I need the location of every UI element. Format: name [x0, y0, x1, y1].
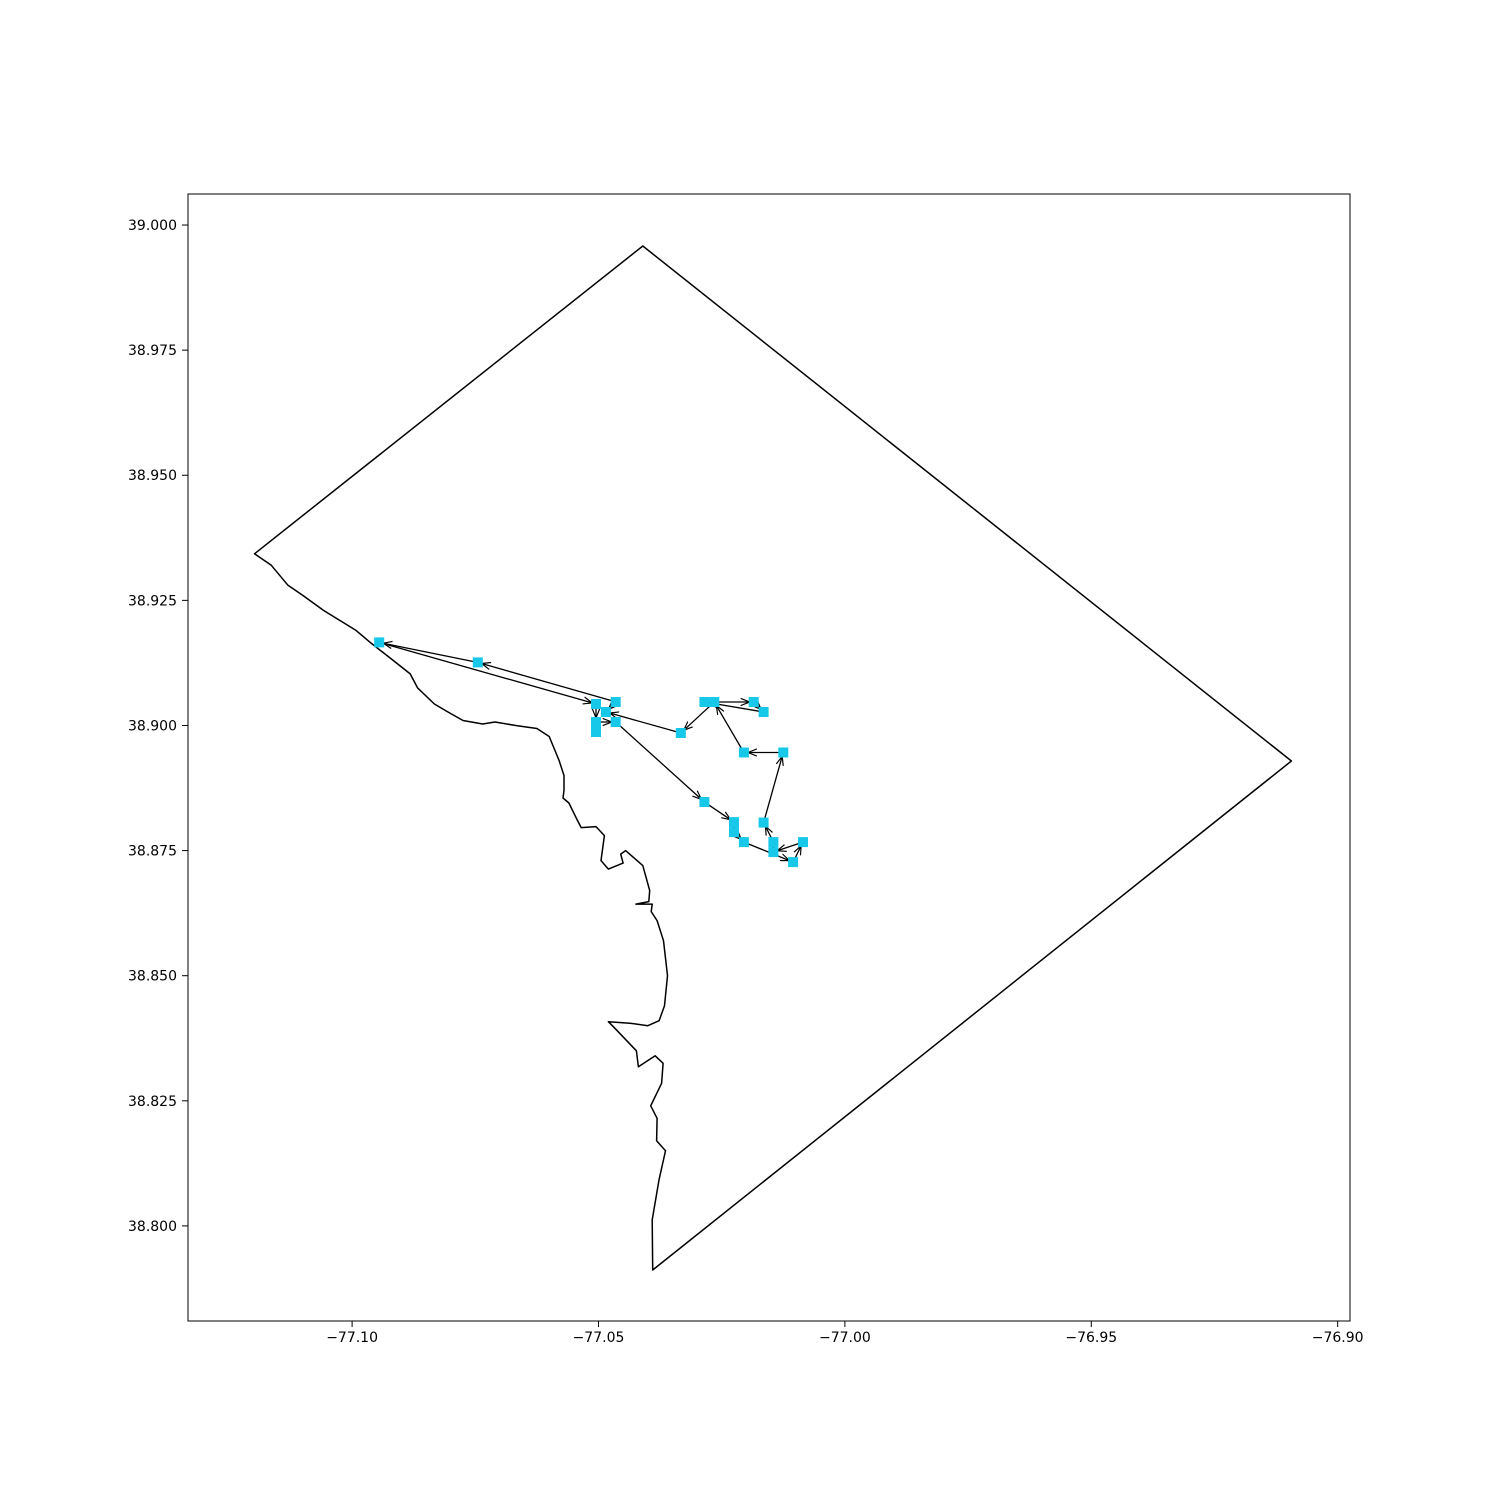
stop-marker-21 — [748, 697, 759, 707]
stop-marker-24 — [675, 728, 686, 738]
route-arrow-8 — [618, 724, 702, 800]
stop-marker-1 — [374, 637, 385, 648]
route-arrow-1 — [383, 643, 474, 663]
x-tick-label: −76.90 — [1312, 1330, 1364, 1346]
stop-marker-11 — [729, 827, 739, 838]
x-tick-label: −76.95 — [1065, 1330, 1117, 1346]
stop-marker-5 — [600, 707, 611, 717]
route-arrow-22 — [684, 704, 712, 731]
y-tick-label: 38.975 — [128, 343, 177, 359]
stop-marker-2 — [472, 657, 483, 668]
y-axis: 39.000 38.975 38.950 38.925 38.900 38.875 38.8… — [128, 218, 188, 1235]
route-arrow-23 — [610, 713, 678, 733]
x-tick-label: −77.10 — [326, 1330, 378, 1346]
y-tick-label: 38.900 — [128, 718, 177, 734]
y-tick-label: 39.000 — [128, 218, 177, 234]
y-tick-label: 38.800 — [128, 1219, 177, 1235]
district-boundary-line — [253, 245, 1293, 1271]
route-arrow-14 — [765, 826, 771, 839]
stop-marker-22 — [758, 707, 769, 717]
x-tick-label: −77.05 — [573, 1330, 625, 1346]
stop-marker-18 — [778, 747, 789, 758]
stop-marker-9 — [699, 797, 710, 807]
route-arrow-19 — [716, 705, 743, 750]
stop-marker-20 — [709, 697, 720, 707]
y-tick-label: 38.850 — [128, 969, 177, 985]
route-arrow-2 — [482, 664, 613, 702]
stop-marker-23 — [699, 697, 710, 707]
y-tick-label: 38.875 — [128, 844, 177, 860]
stop-marker-3 — [610, 697, 621, 707]
route-arrow-17 — [764, 756, 783, 819]
stop-marker-4 — [591, 699, 601, 709]
stop-marker-14 — [768, 847, 779, 858]
y-tick-label: 38.950 — [128, 468, 177, 484]
stop-marker-7 — [591, 727, 601, 737]
stop-marker-12 — [738, 837, 749, 848]
stop-marker-15 — [788, 857, 799, 868]
route-arrow-9 — [707, 803, 731, 820]
stop-marker-6 — [591, 717, 601, 727]
stop-marker-17 — [758, 817, 769, 828]
y-tick-label: 38.925 — [128, 593, 177, 609]
stop-marker-19 — [738, 747, 749, 758]
stop-marker-16 — [798, 837, 808, 848]
district-boundary-layer — [253, 245, 1293, 1271]
route-arrow-3 — [382, 642, 592, 703]
stop-marker-10 — [729, 817, 739, 828]
stop-marker-8 — [610, 717, 621, 727]
stop-marker-13 — [768, 837, 779, 848]
x-tick-label: −77.00 — [819, 1330, 871, 1346]
plot-area-frame — [187, 193, 1351, 1322]
y-tick-label: 38.825 — [128, 1094, 177, 1110]
route-arrow-16 — [795, 846, 801, 859]
x-axis: −77.10 −77.05 −77.00 −76.95 −76.90 — [326, 1321, 1364, 1346]
stops-layer — [374, 637, 808, 868]
